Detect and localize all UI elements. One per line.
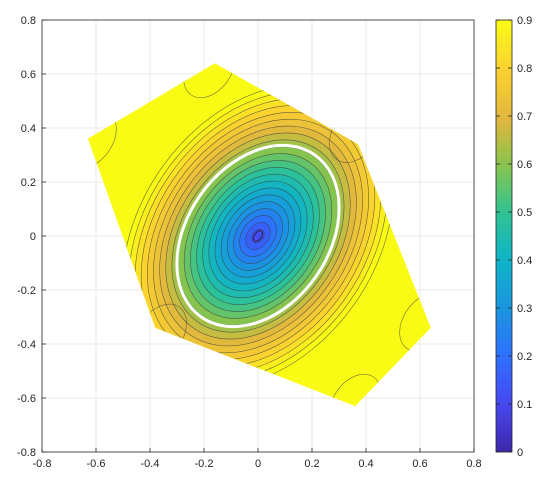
colorbar-tick-label: 0.9 bbox=[517, 15, 532, 27]
x-tick-label: 0.2 bbox=[304, 458, 319, 470]
x-tick-label: -0.4 bbox=[141, 458, 160, 470]
corner-contour bbox=[183, 63, 236, 98]
colorbar-tick-label: 0.1 bbox=[517, 399, 532, 411]
x-tick-label: -0.2 bbox=[195, 458, 214, 470]
x-tick-label: -0.6 bbox=[87, 458, 106, 470]
y-tick-label: -0.8 bbox=[17, 447, 36, 459]
y-tick-label: 0.8 bbox=[21, 15, 36, 27]
colorbar-tick-label: 0.4 bbox=[517, 255, 532, 267]
center-contour bbox=[253, 230, 263, 242]
colorbar-tick-label: 0.3 bbox=[517, 303, 532, 315]
colorbar-tick-label: 0.6 bbox=[517, 159, 532, 171]
colorbar-tick-label: 0.2 bbox=[517, 351, 532, 363]
y-axis-ticks: 0.8 0.6 0.4 0.2 0 -0.2 -0.4 -0.6 -0.8 bbox=[17, 15, 46, 459]
colorbar-tick-label: 0.8 bbox=[517, 63, 532, 75]
y-tick-label: 0 bbox=[30, 231, 36, 243]
colorbar-tick-label: 0.7 bbox=[517, 111, 532, 123]
contour-level bbox=[251, 228, 265, 244]
corner-contour bbox=[399, 293, 431, 352]
y-tick-label: -0.6 bbox=[17, 393, 36, 405]
x-tick-label: 0.8 bbox=[466, 458, 481, 470]
y-tick-label: 0.6 bbox=[21, 69, 36, 81]
x-tick-label: 0 bbox=[255, 458, 261, 470]
colorbar-ticks: 0.9 0.8 0.7 0.6 0.5 0.4 0.3 0.2 0.1 0 bbox=[496, 15, 532, 459]
y-tick-label: 0.4 bbox=[21, 123, 36, 135]
x-tick-label: 0.6 bbox=[412, 458, 427, 470]
y-tick-label: -0.2 bbox=[17, 285, 36, 297]
corner-contour bbox=[329, 374, 382, 407]
colorbar-tick-label: 0 bbox=[517, 447, 523, 459]
colorbar bbox=[495, 19, 513, 453]
y-tick-label: -0.4 bbox=[17, 339, 36, 351]
y-tick-label: 0.2 bbox=[21, 177, 36, 189]
x-tick-label: -0.8 bbox=[33, 458, 52, 470]
x-tick-label: 0.4 bbox=[358, 458, 373, 470]
highlighted-contour bbox=[175, 143, 341, 329]
x-axis-ticks: -0.8 -0.6 -0.4 -0.2 0 0.2 0.4 0.6 0.8 bbox=[33, 448, 482, 470]
colorbar-tick-label: 0.5 bbox=[517, 207, 532, 219]
